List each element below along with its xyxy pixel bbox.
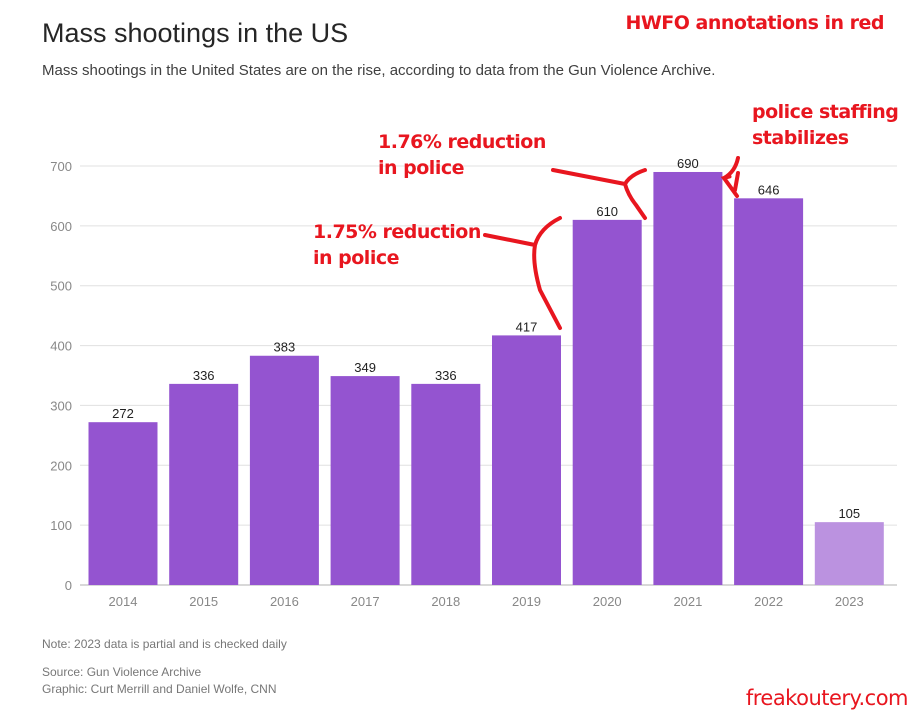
annotation-arrow-2022: [720, 156, 740, 198]
x-tick-label: 2014: [109, 594, 138, 609]
data-label: 417: [516, 319, 538, 334]
annotation-text: 1.76% reduction: [378, 131, 546, 153]
annotation-text: stabilizes: [752, 127, 849, 149]
y-tick-label: 700: [50, 159, 72, 174]
bar-2014: [88, 422, 158, 585]
annotation-2022: police staffing stabilizes: [752, 99, 899, 151]
bar-2016: [249, 355, 319, 585]
annotation-2020: 1.76% reduction in police: [378, 129, 546, 181]
y-tick-label: 200: [50, 458, 72, 473]
data-label: 610: [596, 204, 618, 219]
x-tick-label: 2021: [673, 594, 702, 609]
bar-2021: [653, 171, 723, 585]
x-tick-label: 2019: [512, 594, 541, 609]
chart-title: Mass shootings in the US: [42, 18, 349, 48]
y-tick-label: 100: [50, 518, 72, 533]
y-tick-label: 500: [50, 279, 72, 294]
data-label: 272: [112, 406, 134, 421]
annotation-arrow-2019: [483, 216, 562, 330]
y-tick-label: 600: [50, 219, 72, 234]
watermark: freakoutery.com: [745, 686, 909, 710]
chart-subtitle: Mass shootings in the United States are …: [42, 62, 716, 79]
x-tick-label: 2023: [835, 594, 864, 609]
x-tick-label: 2018: [431, 594, 460, 609]
bar-2018: [411, 383, 481, 585]
x-tick-label: 2015: [189, 594, 218, 609]
bar-2015: [169, 383, 239, 585]
annotation-text: 1.75% reduction: [313, 221, 481, 243]
bar-2023: [814, 522, 884, 585]
x-tick-label: 2022: [754, 594, 783, 609]
annotation-2019: 1.75% reduction in police: [313, 219, 481, 271]
x-tick-label: 2020: [593, 594, 622, 609]
bar-2020: [572, 219, 642, 585]
y-tick-label: 400: [50, 339, 72, 354]
data-label: 690: [677, 156, 699, 171]
x-tick-label: 2017: [351, 594, 380, 609]
data-label: 336: [193, 368, 215, 383]
annotation-strokes: [483, 156, 740, 330]
annotation-text: in police: [313, 247, 399, 269]
data-label: 105: [838, 506, 860, 521]
data-label: 336: [435, 368, 457, 383]
annotation-arrow-2020: [551, 168, 647, 220]
y-tick-label: 0: [65, 578, 72, 593]
bar-2019: [492, 335, 561, 585]
footnote: Note: 2023 data is partial and is checke…: [42, 637, 287, 651]
data-label: 383: [274, 340, 296, 355]
annotation-text: in police: [378, 157, 464, 179]
data-label: 349: [354, 360, 376, 375]
data-label: 646: [758, 182, 780, 197]
annotation-text: police staffing: [752, 101, 899, 123]
x-tick-label: 2016: [270, 594, 299, 609]
source: Source: Gun Violence Archive: [42, 665, 202, 679]
credit: Graphic: Curt Merrill and Daniel Wolfe, …: [42, 682, 277, 696]
bar-2022: [734, 198, 804, 585]
y-tick-label: 300: [50, 398, 72, 413]
bar-2017: [330, 376, 400, 585]
annotation-header: HWFO annotations in red: [625, 12, 884, 34]
